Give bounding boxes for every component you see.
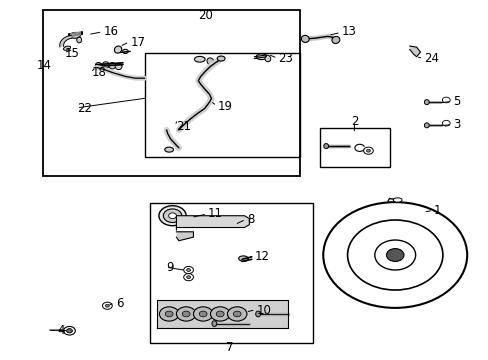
Text: 20: 20 bbox=[198, 9, 213, 22]
Circle shape bbox=[323, 202, 466, 308]
Polygon shape bbox=[176, 216, 249, 230]
Ellipse shape bbox=[194, 57, 204, 62]
Text: 9: 9 bbox=[166, 261, 174, 274]
Text: 19: 19 bbox=[217, 100, 232, 113]
Circle shape bbox=[227, 307, 246, 321]
Circle shape bbox=[210, 307, 229, 321]
Ellipse shape bbox=[424, 123, 428, 128]
Ellipse shape bbox=[122, 49, 128, 54]
Ellipse shape bbox=[109, 63, 116, 69]
Text: 5: 5 bbox=[453, 95, 460, 108]
Text: 10: 10 bbox=[256, 304, 271, 317]
Circle shape bbox=[186, 269, 190, 271]
Ellipse shape bbox=[95, 63, 102, 69]
Text: 22: 22 bbox=[77, 102, 92, 115]
Circle shape bbox=[182, 311, 190, 317]
Circle shape bbox=[363, 147, 372, 154]
Text: 15: 15 bbox=[64, 47, 80, 60]
Text: 12: 12 bbox=[254, 250, 269, 263]
Circle shape bbox=[186, 276, 190, 279]
Circle shape bbox=[168, 213, 176, 219]
Text: 21: 21 bbox=[176, 120, 191, 133]
Text: 6: 6 bbox=[116, 297, 123, 310]
Polygon shape bbox=[176, 232, 193, 241]
Text: 8: 8 bbox=[246, 213, 254, 226]
Ellipse shape bbox=[217, 56, 224, 61]
Text: 7: 7 bbox=[226, 341, 233, 354]
Bar bbox=[319, 128, 389, 167]
Circle shape bbox=[183, 274, 193, 281]
Circle shape bbox=[386, 249, 403, 261]
Ellipse shape bbox=[264, 55, 270, 62]
Text: 14: 14 bbox=[36, 59, 51, 72]
Text: 18: 18 bbox=[91, 66, 106, 79]
Polygon shape bbox=[409, 46, 420, 57]
Circle shape bbox=[374, 240, 415, 270]
Circle shape bbox=[165, 311, 173, 317]
Ellipse shape bbox=[63, 46, 70, 50]
Text: 1: 1 bbox=[433, 204, 441, 217]
Circle shape bbox=[63, 327, 75, 335]
Ellipse shape bbox=[424, 100, 428, 105]
Polygon shape bbox=[60, 35, 72, 47]
Circle shape bbox=[233, 311, 241, 317]
Ellipse shape bbox=[255, 311, 260, 317]
Bar bbox=[144, 53, 300, 157]
Circle shape bbox=[105, 304, 109, 307]
Circle shape bbox=[183, 266, 193, 274]
Text: 16: 16 bbox=[103, 25, 118, 38]
Bar bbox=[42, 10, 300, 176]
Circle shape bbox=[159, 307, 179, 321]
Polygon shape bbox=[157, 300, 287, 328]
Ellipse shape bbox=[115, 63, 122, 69]
Text: 11: 11 bbox=[207, 207, 223, 220]
Ellipse shape bbox=[102, 62, 109, 68]
Text: 2: 2 bbox=[350, 114, 357, 127]
Ellipse shape bbox=[211, 321, 216, 327]
Circle shape bbox=[163, 209, 182, 222]
Circle shape bbox=[366, 149, 370, 152]
Ellipse shape bbox=[206, 58, 213, 65]
Circle shape bbox=[66, 329, 72, 333]
Text: 24: 24 bbox=[424, 52, 439, 65]
Text: 13: 13 bbox=[341, 25, 356, 38]
Circle shape bbox=[442, 97, 449, 103]
Circle shape bbox=[199, 311, 206, 317]
Text: 3: 3 bbox=[453, 118, 460, 131]
Circle shape bbox=[102, 302, 112, 309]
Ellipse shape bbox=[77, 37, 81, 43]
Ellipse shape bbox=[392, 198, 401, 202]
Circle shape bbox=[159, 206, 186, 226]
Ellipse shape bbox=[331, 36, 339, 44]
Circle shape bbox=[176, 307, 196, 321]
Text: 17: 17 bbox=[130, 36, 145, 49]
Ellipse shape bbox=[238, 256, 248, 261]
Text: 4: 4 bbox=[57, 324, 65, 337]
Text: 23: 23 bbox=[278, 52, 293, 65]
Bar bbox=[149, 203, 312, 342]
Ellipse shape bbox=[71, 33, 76, 36]
Ellipse shape bbox=[256, 54, 266, 60]
Ellipse shape bbox=[70, 32, 81, 38]
Circle shape bbox=[193, 307, 212, 321]
Circle shape bbox=[216, 311, 224, 317]
Circle shape bbox=[347, 220, 442, 290]
Ellipse shape bbox=[301, 35, 308, 42]
Circle shape bbox=[442, 120, 449, 126]
Ellipse shape bbox=[164, 147, 173, 152]
Ellipse shape bbox=[114, 46, 122, 53]
Ellipse shape bbox=[323, 144, 328, 149]
